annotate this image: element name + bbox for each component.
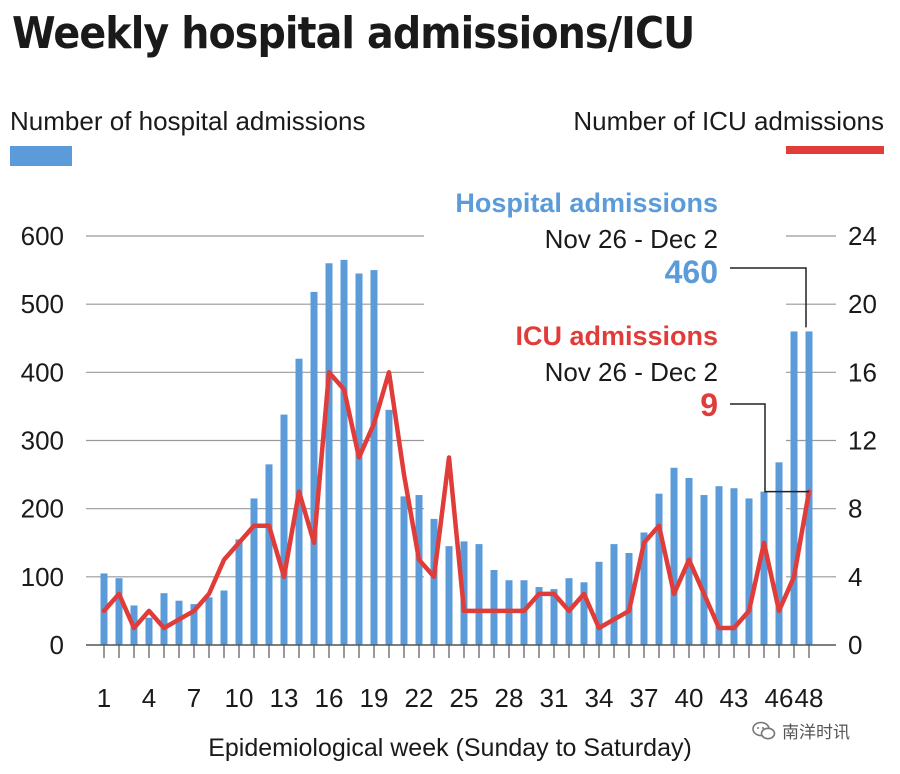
legend-icu-label: Number of ICU admissions — [573, 106, 884, 136]
annotation-icu-heading: ICU admissions — [515, 321, 718, 351]
y-left-tick-label: 600 — [21, 221, 64, 251]
bar — [370, 270, 378, 645]
bar — [385, 409, 393, 645]
y-left-tick-label: 400 — [21, 357, 64, 387]
x-tick-label: 43 — [720, 683, 749, 713]
bar — [175, 600, 183, 645]
annotation-hospital-period: Nov 26 - Dec 2 — [545, 224, 718, 254]
bar — [550, 589, 558, 645]
bar — [700, 495, 708, 645]
bar — [190, 604, 198, 645]
y-left-tick-label: 500 — [21, 289, 64, 319]
bar — [715, 486, 723, 645]
bar — [670, 467, 678, 645]
bar — [580, 582, 588, 645]
bar — [640, 532, 648, 645]
bar — [730, 488, 738, 645]
x-axis-label: Epidemiological week (Sunday to Saturday… — [208, 734, 692, 762]
legend-hospital-swatch — [10, 146, 72, 166]
y-right-tick-label: 20 — [848, 289, 877, 319]
x-tick-label: 10 — [225, 683, 254, 713]
bar — [280, 414, 288, 645]
x-tick-label: 31 — [540, 683, 569, 713]
wechat-logo-icon — [752, 721, 776, 739]
bar — [595, 561, 603, 645]
x-tick-label: 25 — [450, 683, 479, 713]
x-tick-label: 4 — [142, 683, 156, 713]
bar — [445, 546, 453, 645]
x-tick-label: 16 — [315, 683, 344, 713]
annotation-icu-period: Nov 26 - Dec 2 — [545, 357, 718, 387]
x-tick-label: 28 — [495, 683, 524, 713]
y-right-tick-label: 0 — [848, 630, 862, 660]
x-tick-label: 40 — [675, 683, 704, 713]
x-tick-label: 34 — [585, 683, 614, 713]
legend-icu-swatch — [786, 146, 884, 154]
x-tick-label: 22 — [405, 683, 434, 713]
bar — [265, 464, 273, 645]
bar — [475, 544, 483, 645]
watermark: 南洋时讯 — [752, 718, 850, 743]
bar — [160, 593, 168, 645]
bar — [340, 259, 348, 645]
x-tick-label: 48 — [795, 683, 824, 713]
bar — [805, 331, 813, 645]
y-right-tick-label: 8 — [848, 494, 862, 524]
y-left-tick-label: 300 — [21, 426, 64, 456]
leader-icu — [730, 403, 809, 493]
bar — [250, 498, 258, 645]
x-tick-label: 13 — [270, 683, 299, 713]
bar — [775, 462, 783, 645]
leader-hospital — [730, 267, 807, 328]
bar — [790, 331, 798, 645]
bar — [325, 263, 333, 645]
y-right-tick-label: 24 — [848, 221, 877, 251]
chart-title: Weekly hospital admissions/ICU — [12, 8, 695, 59]
bar — [745, 498, 753, 645]
legend-hospital-label: Number of hospital admissions — [10, 106, 366, 136]
bar — [535, 587, 543, 645]
x-tick-label: 37 — [630, 683, 659, 713]
y-left-tick-label: 100 — [21, 562, 64, 592]
x-tick-label: 46 — [765, 683, 794, 713]
bar — [490, 570, 498, 645]
annotation-hospital-value: 460 — [665, 254, 718, 290]
bar — [415, 495, 423, 645]
bar — [310, 291, 318, 645]
x-tick-label: 7 — [187, 683, 201, 713]
annotation-hospital-heading: Hospital admissions — [455, 188, 718, 218]
x-tick-label: 19 — [360, 683, 389, 713]
bar — [145, 617, 153, 645]
y-left-tick-label: 0 — [50, 630, 64, 660]
bar — [760, 491, 768, 645]
annotation-icu-value: 9 — [700, 387, 718, 423]
bar — [205, 597, 213, 645]
y-left-tick-label: 200 — [21, 494, 64, 524]
y-right-tick-label: 16 — [848, 357, 877, 387]
bar — [655, 493, 663, 645]
x-tick-label: 1 — [97, 683, 111, 713]
bar — [610, 544, 618, 645]
bar — [400, 496, 408, 645]
bar — [235, 539, 243, 645]
watermark-text: 南洋时讯 — [782, 723, 850, 743]
y-right-tick-label: 4 — [848, 562, 862, 592]
y-right-tick-label: 12 — [848, 426, 877, 456]
bar — [430, 518, 438, 645]
bar — [625, 552, 633, 645]
bar — [220, 590, 228, 645]
bar — [115, 578, 123, 645]
icu-line — [101, 370, 812, 631]
